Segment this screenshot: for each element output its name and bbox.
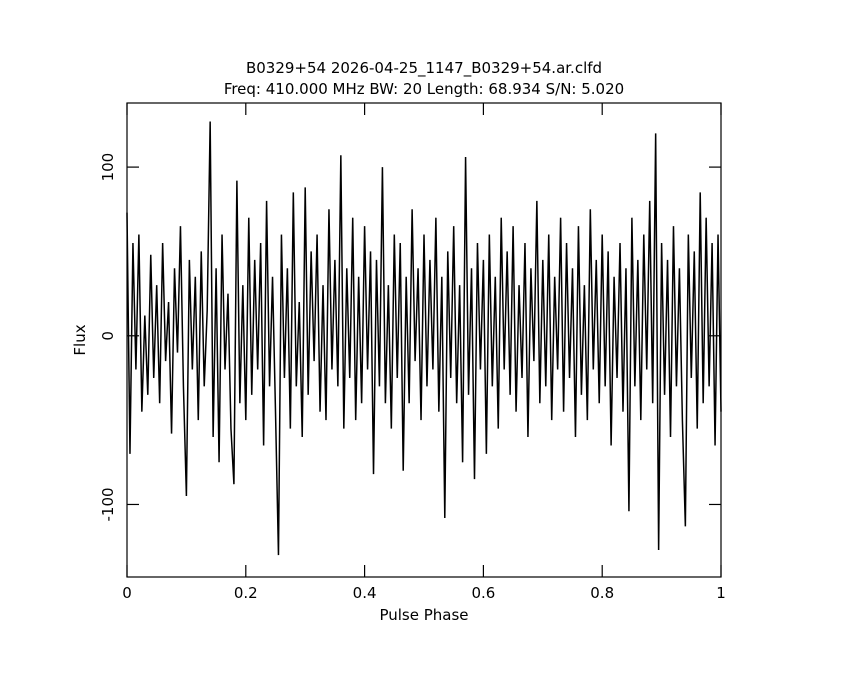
chart-subtitle: Freq: 410.000 MHz BW: 20 Length: 68.934 …	[224, 80, 624, 98]
chart-title: B0329+54 2026-04-25_1147_B0329+54.ar.clf…	[246, 59, 602, 78]
y-tick-label: -100	[99, 487, 117, 521]
x-tick-label: 1	[716, 584, 726, 602]
x-tick-label: 0	[122, 584, 132, 602]
y-tick-label: 0	[99, 331, 117, 341]
x-axis-label: Pulse Phase	[379, 606, 468, 624]
profile-line	[126, 121, 722, 556]
x-tick-label: 0.2	[234, 584, 258, 602]
x-tick-label: 0.6	[471, 584, 495, 602]
plot-frame	[126, 102, 722, 578]
x-tick-label: 0.8	[590, 584, 614, 602]
y-tick-label: 100	[99, 153, 117, 182]
y-axis-label: Flux	[71, 324, 89, 355]
x-tick-label: 0.4	[353, 584, 377, 602]
